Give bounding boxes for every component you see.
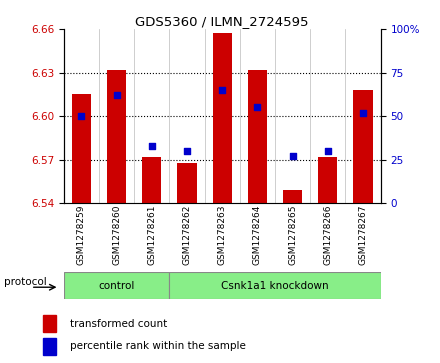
Point [219,87,226,93]
Bar [248,70,267,203]
Point [183,148,191,154]
Bar [177,163,197,203]
Bar [353,90,373,203]
Text: protocol: protocol [4,277,47,287]
Bar [213,33,232,203]
Bar [72,94,91,203]
Text: percentile rank within the sample: percentile rank within the sample [70,341,246,351]
Bar [169,272,381,299]
Point [254,105,261,110]
Text: transformed count: transformed count [70,318,167,329]
Point [359,110,367,115]
Bar [318,157,337,203]
Title: GDS5360 / ILMN_2724595: GDS5360 / ILMN_2724595 [136,15,309,28]
Point [324,148,331,154]
Bar [142,157,161,203]
Bar [43,315,56,332]
Bar [43,338,56,355]
Point [289,153,296,159]
Point [113,92,120,98]
Bar [107,70,126,203]
Bar [64,272,169,299]
Point [148,143,155,149]
Point [78,113,85,119]
Text: Csnk1a1 knockdown: Csnk1a1 knockdown [221,281,329,291]
Text: control: control [99,281,135,291]
Bar [283,190,302,203]
